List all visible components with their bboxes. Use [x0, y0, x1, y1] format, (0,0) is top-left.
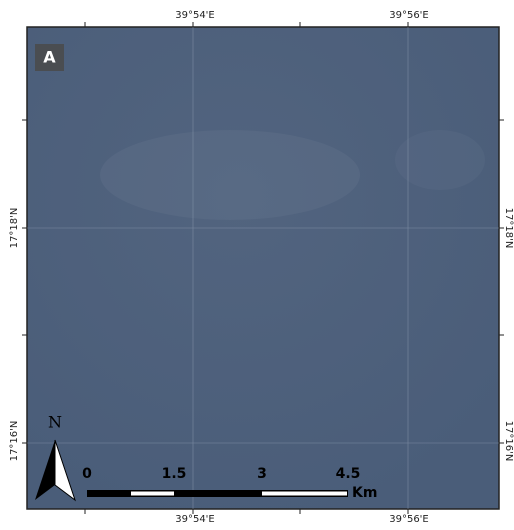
- scale-label: 4.5: [336, 466, 361, 482]
- haze: [395, 130, 485, 190]
- latitude-label: 17°18'N: [503, 208, 514, 249]
- latitude-label: 17°18'N: [9, 208, 20, 249]
- latitude-label: 17°16'N: [503, 421, 514, 462]
- scale-label: 0: [82, 466, 92, 482]
- scale-unit: Km: [352, 485, 377, 501]
- longitude-label: 39°56'E: [389, 10, 429, 21]
- panel-label: A: [43, 48, 56, 67]
- scale-label: 3: [257, 466, 267, 482]
- scale-bar: [87, 490, 348, 497]
- frame-ticks: [22, 22, 504, 514]
- longitude-label: 39°56'E: [389, 514, 429, 525]
- satellite-image: [26, 26, 500, 510]
- north-arrow-right: [54, 439, 76, 502]
- haze: [100, 130, 360, 220]
- north-arrow-left: [35, 440, 55, 500]
- latitude-label: 17°16'N: [9, 421, 20, 462]
- scale-label: 1.5: [162, 466, 187, 482]
- panel-label-box: [35, 44, 64, 71]
- graticule: [27, 27, 499, 509]
- longitude-label: 39°54'E: [175, 514, 215, 525]
- longitude-label: 39°54'E: [175, 10, 215, 21]
- north-label: N: [48, 413, 62, 432]
